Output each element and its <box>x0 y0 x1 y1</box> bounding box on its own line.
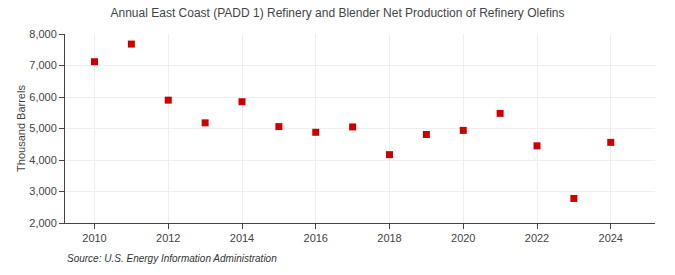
svg-text:2014: 2014 <box>230 232 254 244</box>
svg-text:Annual East Coast (PADD 1) Ref: Annual East Coast (PADD 1) Refinery and … <box>111 6 565 20</box>
svg-text:2022: 2022 <box>525 232 549 244</box>
svg-text:7,000: 7,000 <box>29 59 57 71</box>
svg-text:5,000: 5,000 <box>29 122 57 134</box>
svg-text:6,000: 6,000 <box>29 91 57 103</box>
svg-text:8,000: 8,000 <box>29 28 57 40</box>
svg-text:3,000: 3,000 <box>29 185 57 197</box>
svg-text:2010: 2010 <box>82 232 106 244</box>
svg-text:2012: 2012 <box>156 232 180 244</box>
svg-text:Thousand Barrels: Thousand Barrels <box>15 85 27 172</box>
svg-text:2016: 2016 <box>304 232 328 244</box>
svg-text:2020: 2020 <box>451 232 475 244</box>
svg-text:4,000: 4,000 <box>29 154 57 166</box>
svg-text:Source: U.S. Energy Informatio: Source: U.S. Energy Information Administ… <box>67 253 277 264</box>
svg-text:2018: 2018 <box>377 232 401 244</box>
svg-text:2024: 2024 <box>599 232 623 244</box>
svg-text:2,000: 2,000 <box>29 217 57 229</box>
